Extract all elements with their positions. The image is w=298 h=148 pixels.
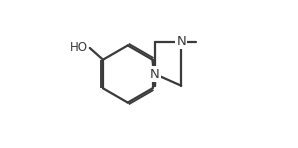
Text: N: N: [150, 67, 160, 81]
Text: HO: HO: [70, 41, 88, 54]
Text: N: N: [176, 35, 186, 48]
